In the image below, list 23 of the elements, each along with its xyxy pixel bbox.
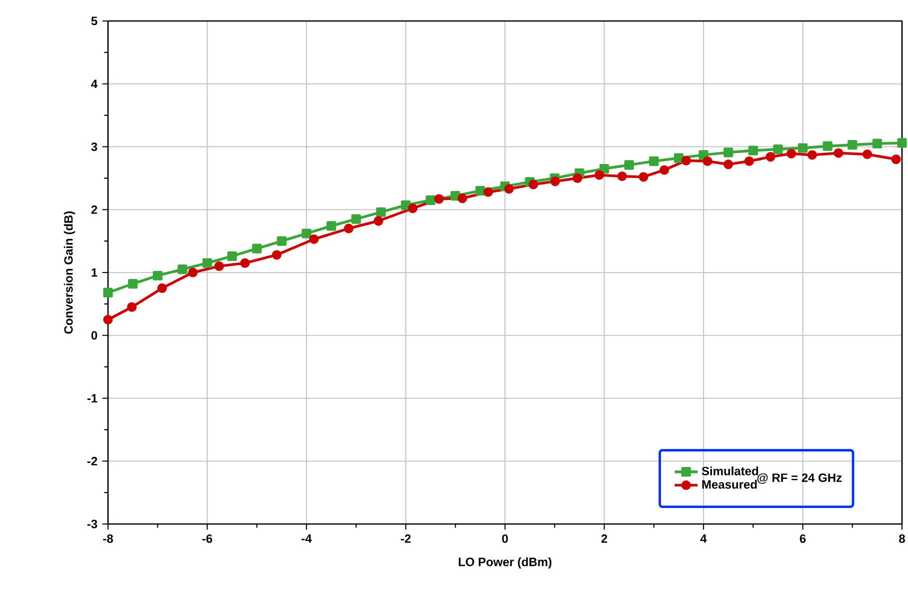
y-tick-label: 0 xyxy=(91,331,98,340)
y-axis-title: Conversion Gain (dB) xyxy=(64,211,76,334)
x-tick-label: -6 xyxy=(202,534,212,543)
y-tick-label: -1 xyxy=(87,394,98,402)
annotation: @ RF = 24 GHz xyxy=(757,473,842,484)
x-tick-label: -2 xyxy=(400,534,411,543)
x-axis-title: LO Power (dBm) xyxy=(458,557,552,569)
x-tick-label: 6 xyxy=(800,534,806,543)
x-tick-label: 8 xyxy=(899,534,905,543)
y-tick-label: 1 xyxy=(92,268,98,277)
y-tick-label: 3 xyxy=(91,142,98,151)
x-tick-label: 4 xyxy=(700,534,707,543)
x-tick-label: 0 xyxy=(502,534,508,543)
x-tick-label: -8 xyxy=(103,534,113,543)
y-tick-label: 4 xyxy=(91,80,98,88)
x-tick-label: -4 xyxy=(302,534,312,543)
y-tick-label: -2 xyxy=(87,456,98,466)
y-tick-label: -3 xyxy=(87,520,98,528)
y-tick-label: 5 xyxy=(91,16,98,26)
x-tick-label: 2 xyxy=(601,534,608,543)
y-tick-label: 2 xyxy=(91,205,98,214)
legend-label: Measured xyxy=(702,480,757,489)
legend-label: Simulated xyxy=(702,466,758,476)
